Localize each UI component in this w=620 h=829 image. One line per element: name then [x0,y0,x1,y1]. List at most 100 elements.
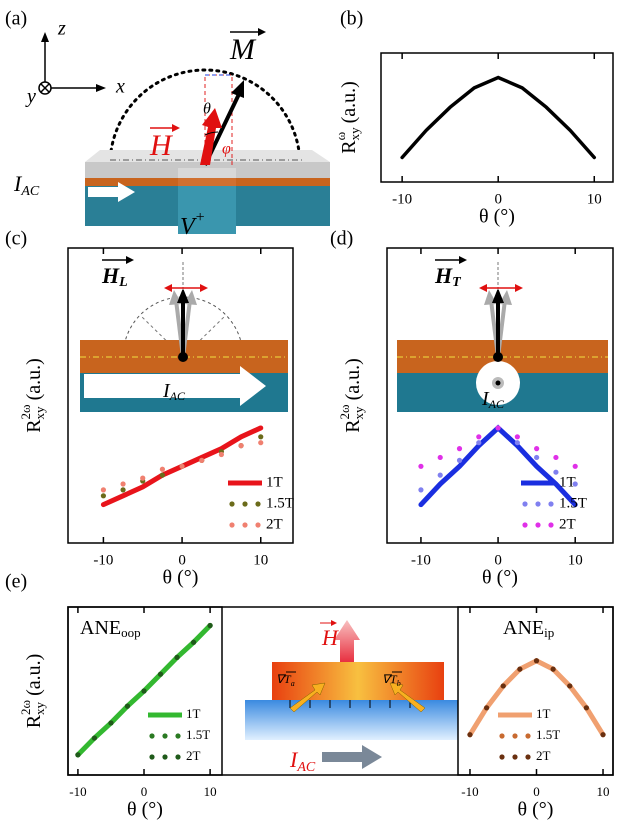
x-tick-label: -10 [93,552,113,568]
gradient-sub: b [397,679,401,688]
y-label-unit: (a.u.) [23,358,45,400]
data-point [501,683,506,688]
legend-marker [162,754,167,759]
data-point [534,658,539,663]
legend-label: 1.5T [186,727,210,742]
legend-marker [512,733,517,738]
current-label: IAC [13,171,40,199]
y-axis-label: R2ωxy(a.u.) [337,358,366,433]
y-label-sup: 2ω [18,404,33,420]
data-point [92,735,97,740]
legend-marker [548,501,553,506]
x-tick-label: -10 [392,191,412,207]
x-tick-label: 0 [533,784,540,799]
legend-label: 1.5T [266,495,294,511]
y-label-main: R [23,714,45,728]
current-sub: AC [169,389,186,403]
field-label: H [149,129,174,162]
data-point [108,720,113,725]
data-point [179,464,184,469]
legend-label: 2T [266,516,283,532]
data-point [208,623,213,628]
current-sub: AC [296,760,316,775]
legend-marker [175,754,180,759]
annotation: ANEip [503,617,554,640]
x-tick-label: 10 [597,784,610,799]
data-point [191,640,196,645]
axis-label: y [25,86,36,108]
panel-label: (e) [5,571,27,593]
data-point [600,732,605,737]
data-point [101,493,106,498]
y-label-unit: (a.u.) [342,358,364,400]
axis-label: x [115,76,125,98]
legend-marker [255,522,260,527]
theta-label: θ [203,101,211,118]
data-point [457,446,462,451]
data-point [174,655,179,660]
data-point [140,476,145,481]
current-label: IAC [289,747,316,775]
legend-marker [525,733,530,738]
legend-label: 2T [536,748,551,763]
panel-label: (d) [330,228,353,250]
y-label-main: R [342,419,364,433]
legend-label: 2T [186,748,201,763]
legend-marker [229,522,234,527]
legend-label: 1.5T [536,727,560,742]
annotation: ANEoop [80,617,141,640]
data-point [517,667,522,672]
data-point [476,434,481,439]
current-sub: AC [488,397,505,411]
x-tick-label: 10 [587,191,602,207]
magnetization-label: M [229,33,257,66]
legend-marker [535,501,540,506]
legend-marker [525,754,530,759]
x-tick-label: 10 [204,784,217,799]
legend-marker [499,733,504,738]
data-point [160,473,165,478]
data-point [418,487,423,492]
y-label-unit: (a.u.) [338,81,360,123]
data-point [258,434,263,439]
data-point [438,473,443,478]
data-point [495,425,500,430]
x-tick-label: -10 [411,552,431,568]
field-label: HT [434,263,462,290]
data-point [219,452,224,457]
legend-marker [522,501,527,506]
y-axis-label: R2ωxy(a.u.) [18,358,47,433]
field-symbol: H [434,263,453,288]
x-axis-label: θ (°) [479,206,515,228]
data-point [515,434,520,439]
legend-marker [548,522,553,527]
legend-marker [175,733,180,738]
field-label: H [321,625,339,650]
x-axis-label: θ (°) [163,567,199,589]
diagram-e: H ∇Ta ∇Tb IAC [245,620,458,775]
data-point [101,487,106,492]
x-tick-label: -10 [69,784,86,799]
diagram-a: z x y M H θ φ IAC V+ [13,18,330,240]
data-point [551,667,556,672]
y-label-sub: xy [351,406,366,420]
plot-frame [381,53,613,182]
y-label-main: R [23,419,45,433]
legend-label: 1T [536,706,551,721]
legend-marker [499,754,504,759]
y-label-main: R [338,140,360,154]
y-axis-label: R2ωxy(a.u.) [18,654,47,729]
annotation-main: ANE [80,617,121,639]
gradient-symbol: ∇T [382,672,398,686]
panel-label: (a) [5,8,27,30]
data-point [160,467,165,472]
current-sub: AC [20,184,40,199]
y-label-unit: (a.u.) [23,654,45,696]
data-point [75,752,80,757]
legend-label: 1T [266,474,283,490]
data-point [553,470,558,475]
data-point [418,464,423,469]
data-point [467,732,472,737]
x-axis-label: θ (°) [482,567,518,589]
data-line [421,428,575,505]
